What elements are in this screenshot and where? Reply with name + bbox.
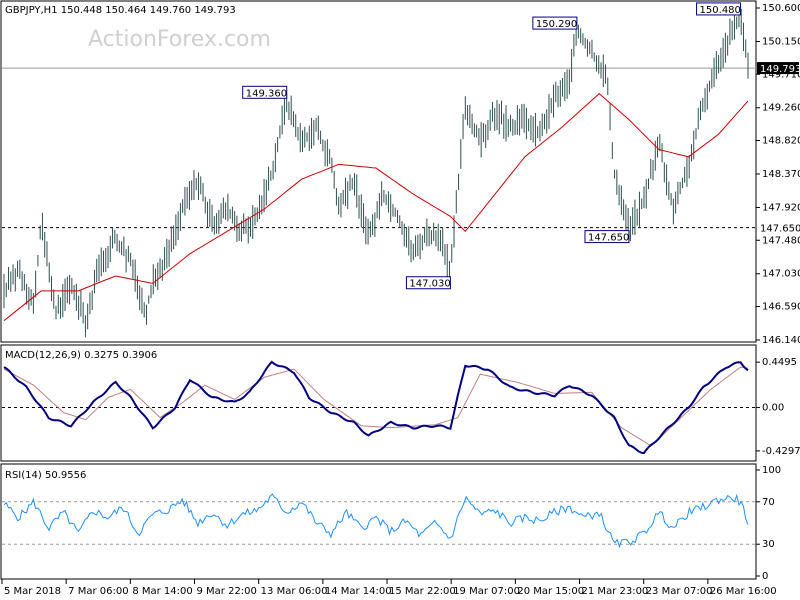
price-panel <box>0 0 757 343</box>
x-tick-label: 8 Mar 14:00 <box>132 586 192 597</box>
macd-y-tick-label: -0.4297 <box>762 446 800 457</box>
x-axis: 5 Mar 2018 7 Mar 06:00 8 Mar 14:00 9 Mar 22… <box>1 579 777 597</box>
price-annotation-box <box>584 230 630 244</box>
price-layer: 150.600 150.150 149.710 149.260 148.820 148.3… <box>2 2 800 346</box>
last-price-label: 149.793 <box>760 64 800 75</box>
rsi-title: RSI(14) 50.9556 <box>5 470 86 481</box>
rsi-y-tick-label: 70 <box>762 497 775 508</box>
price-y-tick-label: 148.370 <box>762 169 800 180</box>
x-tick-label: 15 Mar 22:00 <box>389 586 456 597</box>
macd-y-tick-label: 0.00 <box>762 403 784 414</box>
macd-signal-line <box>3 366 749 447</box>
price-annotation-box <box>532 16 578 30</box>
rsi-layer: 100 70 30 0 <box>2 465 781 582</box>
price-y-tick-label: 147.920 <box>762 202 800 213</box>
macd-y-tick-label: 0.4495 <box>762 357 797 368</box>
price-y-tick-label: 149.260 <box>762 103 800 114</box>
last-price-box <box>757 62 799 75</box>
x-tick-label: 5 Mar 2018 <box>4 586 61 597</box>
price-y-tick-label: 150.600 <box>762 3 800 14</box>
x-tick-label: 19 Mar 07:00 <box>453 586 520 597</box>
price-annotation-label: 150.480 <box>700 5 741 16</box>
price-header: GBPJPY,H1 150.448 150.464 149.760 149.79… <box>5 5 236 16</box>
price-y-tick-label: 150.150 <box>762 36 800 47</box>
macd-panel <box>0 344 757 462</box>
price-y-tick-label: 148.820 <box>762 136 800 147</box>
rsi-panel <box>0 463 757 580</box>
price-y-tick-label: 147.030 <box>762 269 800 280</box>
price-y-tick-label: 147.480 <box>762 235 800 246</box>
price-y-tick-label: 149.710 <box>762 69 800 80</box>
price-annotation-label: 147.030 <box>409 279 450 290</box>
watermark: ActionForex.com <box>88 27 271 52</box>
price-annotation-label: 149.360 <box>246 88 287 99</box>
x-tick-label: 21 Mar 23:00 <box>582 586 649 597</box>
x-tick-label: 13 Mar 06:00 <box>261 586 328 597</box>
macd-layer: 0.4495 0.00 -0.4297 <box>2 357 800 457</box>
moving-average-line <box>3 92 749 321</box>
x-tick-label: 7 Mar 06:00 <box>68 586 128 597</box>
rsi-line <box>3 493 749 549</box>
macd-title: MACD(12,26,9) 0.3275 0.3906 <box>5 350 157 361</box>
macd-line <box>3 360 749 455</box>
price-annotation-box <box>696 2 742 16</box>
price-annotation-label: 147.650 <box>588 233 629 244</box>
x-tick-label: 14 Mar 14:00 <box>325 586 392 597</box>
x-tick-label: 26 Mar 16:00 <box>710 586 777 597</box>
x-tick-label: 23 Mar 07:00 <box>646 586 713 597</box>
x-tick-label: 20 Mar 15:00 <box>517 586 584 597</box>
price-annotation-label: 150.290 <box>536 19 577 30</box>
x-tick-label: 9 Mar 22:00 <box>197 586 257 597</box>
rsi-y-tick-label: 100 <box>762 465 781 476</box>
rsi-y-tick-label: 0 <box>762 571 768 582</box>
rsi-y-tick-label: 30 <box>762 539 775 550</box>
support-price-label: 147.650 <box>760 224 800 235</box>
support-price-box <box>757 221 799 234</box>
price-annotation-box <box>405 276 451 290</box>
price-y-tick-label: 146.590 <box>762 302 800 313</box>
price-y-tick-label: 146.140 <box>762 335 800 346</box>
price-annotation-box <box>242 85 288 99</box>
